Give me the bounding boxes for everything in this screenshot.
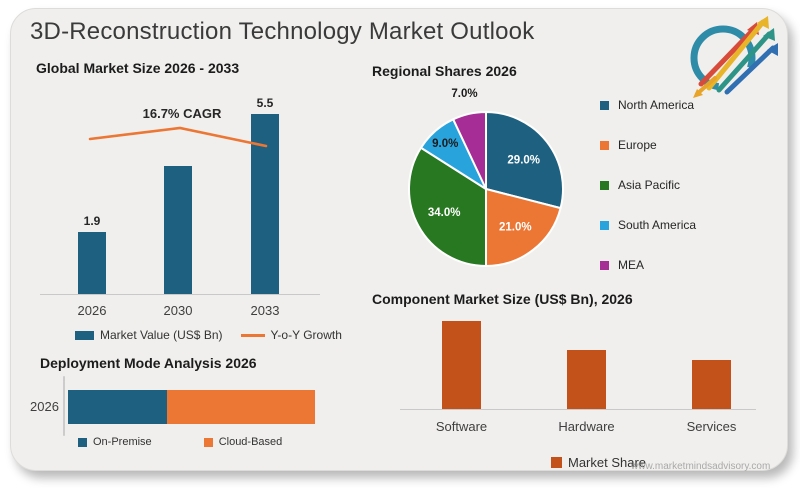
regional-shares-pie: 29.0% 21.0% 34.0% 9.0% 7.0% [408,88,564,267]
segment-cloud-based [166,390,315,424]
market-value-swatch-icon [75,330,94,340]
pie-label-mea: 7.0% [451,88,477,100]
component-tick-label: Software [435,419,488,434]
deployment-chart-title: Deployment Mode Analysis 2026 [40,355,257,371]
legend-label: North America [618,98,695,112]
cloud-based-swatch-icon [203,437,213,447]
x-tick-label: 2033 [250,303,280,318]
component-x-axis [400,409,756,410]
pie-legend-item-south-america: South America [600,218,696,232]
component-bar-hardware [567,350,606,409]
pie-legend-item-north-america: North America [600,98,696,112]
yoy-growth-legend-label: Y-o-Y Growth [270,328,342,342]
market-size-legend: Market Value (US$ Bn) Y-o-Y Growth [75,328,342,342]
market-share-legend-label: Market Share [568,455,647,470]
legend-swatch-icon [600,260,609,270]
legend-swatch-icon [600,220,609,230]
deployment-year-label: 2026 [30,399,59,414]
pie-label-europe: 21.0% [499,222,532,234]
legend-label: MEA [618,258,645,272]
logo-arrows-icon [693,16,778,98]
pie-label-north-america: 29.0% [507,155,540,167]
regional-shares-legend: North America Europe Asia Pacific South Ame… [600,98,696,272]
component-bar-software [442,321,481,409]
legend-swatch-icon [600,100,609,110]
bar-value-label: 5.5 [256,96,274,110]
deployment-stacked-bar [68,390,315,424]
pie-label-asia-pacific: 34.0% [428,207,461,219]
component-tick-label: Hardware [558,419,615,434]
market-size-bar-2026 [78,232,106,294]
pie-legend-item-europe: Europe [600,138,696,152]
on-premise-swatch-icon [78,437,87,447]
market-size-chart-title: Global Market Size 2026 - 2033 [36,60,240,76]
pie-slice-europe [485,188,562,267]
component-chart-title: Component Market Size (US$ Bn), 2026 [372,291,633,307]
pie-legend-item-asia-pacific: Asia Pacific [600,178,696,192]
component-legend: Market Share [551,455,646,470]
pie-legend-item-mea: MEA [600,258,696,272]
legend-label: Asia Pacific [618,178,681,192]
segment-on-premise [68,390,167,424]
legend-swatch-icon [600,180,609,190]
legend-label: Europe [618,138,657,152]
deployment-legend: On-Premise Cloud-Based [78,436,282,448]
page-title: 3D-Reconstruction Technology Market Outl… [30,18,535,45]
pie-label-south-america: 9.0% [432,138,458,150]
x-tick-label: 2026 [77,303,107,318]
marketminds-logo [689,16,778,98]
watermark-url: www.marketmindsadvisory.com [631,461,771,472]
market-size-x-axis [40,294,320,295]
market-value-legend-label: Market Value (US$ Bn) [100,328,223,342]
legend-label: South America [618,218,697,232]
bar-value-label: 1.9 [83,214,101,228]
component-bar-services [692,360,731,409]
regional-shares-chart-title: Regional Shares 2026 [372,63,517,79]
market-size-bar-2030 [164,166,192,294]
cagr-annotation: 16.7% CAGR [142,106,222,121]
on-premise-legend-label: On-Premise [93,436,152,448]
x-tick-label: 2030 [163,303,193,318]
cloud-based-legend-label: Cloud-Based [218,436,283,448]
legend-swatch-icon [600,140,609,150]
yoy-growth-swatch-icon [240,333,265,337]
pie-slice-mea [452,111,487,190]
pie-slice-north-america [485,111,564,210]
deployment-y-axis [63,376,65,436]
component-tick-label: Services [686,419,737,434]
market-share-swatch-icon [551,457,562,468]
